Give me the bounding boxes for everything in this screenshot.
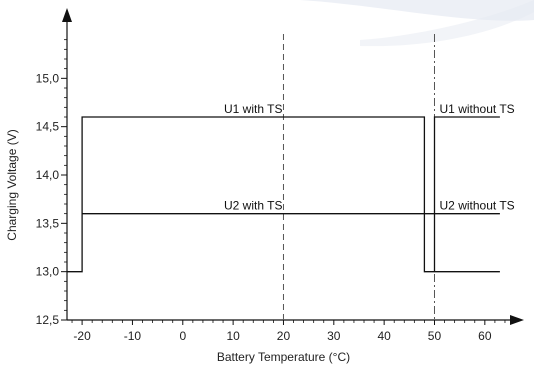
annotation-label: U2 with TS [224, 199, 282, 213]
series-line-1 [67, 116, 500, 273]
watermark-swoosh [300, 0, 534, 21]
x-tick-label: 0 [179, 329, 186, 343]
x-tick-label: 20 [277, 329, 291, 343]
axes [62, 8, 524, 325]
annotation-group: U1 with TS U1 without TS U2 with TS U2 with… [224, 102, 515, 213]
annotation-label: U1 with TS [224, 102, 282, 116]
y-axis-label: Charging Voltage (V) [5, 129, 19, 240]
ticks-group: -20 -10 0 10 20 30 40 50 60 12,5 13,0 13,5 14,0 14,5 1… [36, 39, 506, 343]
x-tick-label: 40 [377, 329, 391, 343]
y-tick-label: 15,0 [36, 71, 60, 85]
x-tick-label: 50 [428, 329, 442, 343]
y-tick-label: 13,5 [36, 216, 60, 230]
x-tick-label: -20 [73, 329, 91, 343]
y-tick-label: 14,5 [36, 120, 60, 134]
annotation-label: U1 without TS [440, 102, 515, 116]
watermark-swoosh-lower [360, 0, 534, 47]
y-axis-arrow [62, 8, 72, 22]
x-axis-arrow [510, 315, 524, 325]
x-axis-label: Battery Temperature (°C) [217, 350, 350, 364]
x-tick-label: 60 [478, 329, 492, 343]
y-tick-label: 14,0 [36, 168, 60, 182]
x-tick-label: -10 [124, 329, 142, 343]
x-tick-label: 30 [327, 329, 341, 343]
y-tick-label: 13,0 [36, 265, 60, 279]
annotation-label: U2 without TS [440, 199, 515, 213]
series-line-2 [433, 116, 500, 272]
series-group [67, 116, 500, 273]
y-tick-label: 12,5 [36, 313, 60, 327]
guide-lines [282, 34, 435, 320]
x-tick-label: 10 [226, 329, 240, 343]
